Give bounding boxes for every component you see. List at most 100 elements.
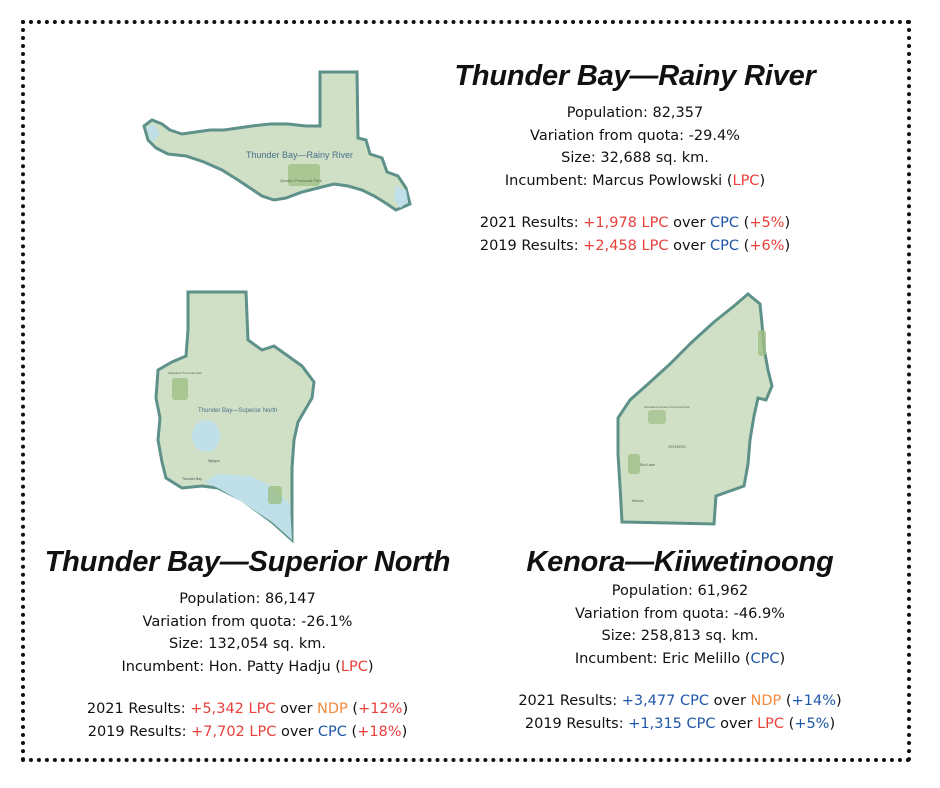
result-runner-up: NDP	[750, 693, 782, 709]
result-margin: +1,315	[628, 715, 682, 732]
paren: )	[759, 172, 766, 189]
park-area	[758, 330, 766, 356]
size-label: Size:	[561, 150, 596, 166]
size-label: Size:	[169, 636, 204, 652]
result-runner-up: CPC	[317, 723, 347, 740]
result-winner: LPC	[248, 701, 276, 717]
incumbent-name: Marcus Powlowski	[592, 172, 723, 189]
result-row: 2019 Results: +1,315 CPC over LPC (+5%)	[500, 713, 860, 736]
town-label: Kenora	[632, 499, 643, 503]
result-pct: +12%	[358, 701, 403, 717]
park-label: Quetico Provincial Park	[280, 178, 322, 183]
result-label: 2021 Results:	[518, 693, 618, 709]
over-text: over	[720, 715, 753, 732]
result-runner-up: CPC	[710, 237, 740, 254]
lake-nipigon	[192, 420, 220, 452]
incumbent-label: Incumbent:	[504, 172, 588, 189]
park-label: Wabakimi Provincial Park	[168, 371, 202, 375]
result-pct: +6%	[749, 237, 785, 254]
result-winner: CPC	[686, 715, 716, 732]
size-value: 258,813 sq. km.	[640, 628, 759, 644]
paren: )	[402, 701, 409, 717]
paren: (	[726, 172, 733, 189]
paren: (	[743, 215, 750, 231]
incumbent-party: LPC	[340, 658, 368, 675]
population-label: Population:	[179, 591, 261, 607]
variation-label: Variation from quota:	[530, 127, 685, 144]
result-winner: LPC	[641, 215, 669, 231]
over-text: over	[673, 237, 706, 254]
town-label: Nipigon	[208, 459, 220, 463]
result-label: 2019 Results:	[524, 715, 624, 732]
paren: (	[788, 715, 795, 732]
park-area	[628, 454, 640, 474]
result-row: 2021 Results: +3,477 CPC over NDP (+14%)	[500, 690, 860, 713]
district-info: Population: 82,357 Variation from quota:…	[440, 102, 830, 257]
park-label: Woodland Caribou Provincial Park	[644, 405, 690, 409]
district-info: Population: 86,147 Variation from quota:…	[40, 588, 455, 743]
district-shape	[616, 292, 774, 526]
district-shape	[142, 70, 412, 212]
over-text: over	[280, 723, 314, 740]
over-text: over	[673, 215, 706, 231]
map-label: Thunder Bay—Superior North	[198, 408, 277, 414]
region-label: ONTARIO	[668, 444, 686, 449]
result-margin: +7,702	[191, 723, 245, 740]
lake-shape	[394, 186, 408, 208]
population-label: Population:	[566, 105, 648, 121]
district-title: Kenora—Kiiwetinoong	[526, 546, 834, 578]
size-value: 132,054 sq. km.	[208, 636, 326, 652]
variation-value: -26.1%	[301, 613, 353, 630]
park-area	[172, 378, 188, 400]
paren: (	[335, 658, 341, 675]
result-winner: LPC	[249, 723, 277, 740]
paren: (	[744, 650, 751, 667]
size-label: Size:	[601, 628, 637, 644]
result-margin: +3,477	[621, 693, 676, 709]
paren: )	[401, 723, 408, 740]
paren: )	[784, 215, 791, 231]
town-label: Red Lake	[640, 463, 655, 467]
map-thunder-bay-superior-north: Thunder Bay—Superior North Wabakimi Prov…	[154, 290, 316, 544]
dotted-frame	[21, 20, 911, 762]
lake-shape	[146, 124, 160, 142]
incumbent-name: Eric Melillo	[662, 650, 741, 667]
paren: )	[784, 237, 791, 254]
incumbent-label: Incumbent:	[121, 658, 205, 675]
variation-value: -46.9%	[733, 605, 785, 622]
paren: )	[835, 693, 842, 709]
paren: (	[351, 723, 358, 740]
incumbent-label: Incumbent:	[574, 650, 658, 667]
result-runner-up: LPC	[757, 715, 785, 732]
paren: (	[743, 237, 750, 254]
map-kenora-kiiwetinoong: ONTARIO Woodland Caribou Provincial Park…	[616, 292, 774, 526]
population-value: 82,357	[652, 105, 704, 121]
incumbent-name: Hon. Patty Hadju	[208, 658, 331, 675]
district-info: Population: 61,962 Variation from quota:…	[500, 580, 860, 735]
result-label: 2021 Results:	[86, 701, 186, 717]
size-value: 32,688 sq. km.	[600, 150, 709, 166]
paren: )	[367, 658, 374, 675]
result-margin: +5,342	[190, 701, 244, 717]
variation-label: Variation from quota:	[142, 613, 297, 630]
district-title: Thunder Bay—Rainy River	[454, 60, 816, 92]
paren: )	[779, 650, 786, 667]
map-thunder-bay-rainy-river: Thunder Bay—Rainy River Quetico Provinci…	[142, 70, 412, 212]
result-margin: +2,458	[583, 237, 637, 254]
paren: (	[785, 693, 792, 709]
variation-label: Variation from quota:	[575, 605, 730, 622]
result-label: 2019 Results:	[87, 723, 187, 740]
result-row: 2019 Results: +7,702 LPC over CPC (+18%)	[40, 721, 455, 744]
population-label: Population:	[611, 583, 693, 599]
district-shape	[154, 290, 316, 544]
park-area	[288, 164, 320, 186]
result-label: 2021 Results:	[479, 215, 579, 231]
variation-value: -29.4%	[688, 127, 740, 144]
population-value: 61,962	[697, 583, 749, 599]
park-area	[268, 486, 282, 504]
result-row: 2021 Results: +1,978 LPC over CPC (+5%)	[440, 212, 830, 235]
paren: )	[829, 715, 836, 732]
result-pct: +5%	[749, 215, 785, 231]
result-pct: +14%	[791, 693, 836, 709]
district-title: Thunder Bay—Superior North	[44, 546, 451, 578]
